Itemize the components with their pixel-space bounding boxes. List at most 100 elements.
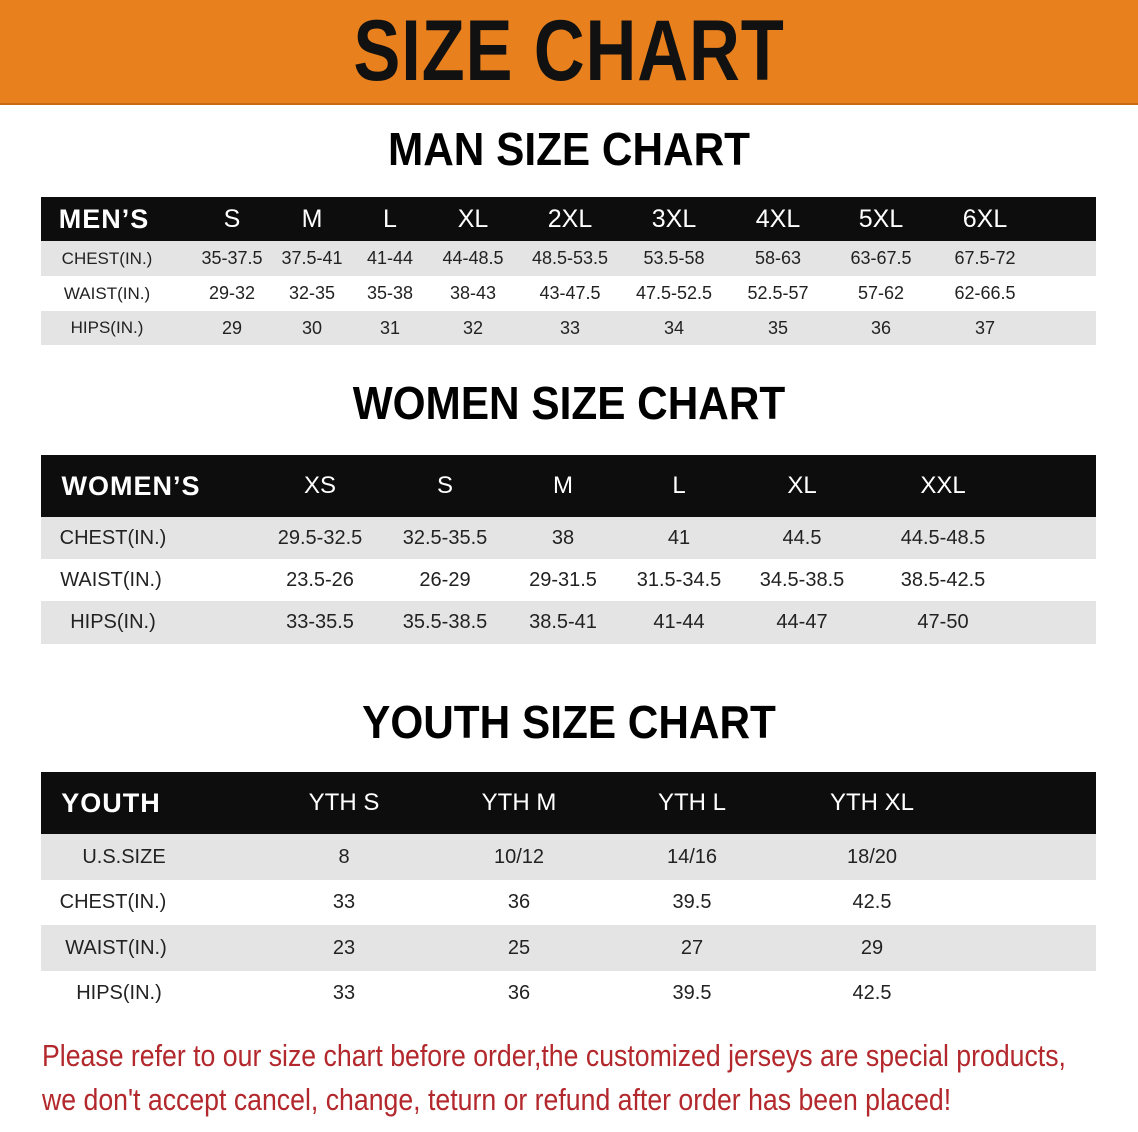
size-column-header: YTH M: [481, 789, 557, 816]
measurement-cell: 39.5: [672, 982, 712, 1004]
measurement-cell: 29-32: [208, 283, 256, 303]
row-label: U.S.SIZE: [82, 845, 166, 868]
size-column-header: S: [436, 472, 454, 499]
table-row: HIPS(IN.) 33-35.5 35.5-38.5 38.5-41 41-44 44-…: [41, 601, 1096, 644]
measurement-cell: 67.5-72: [954, 248, 1016, 268]
youth-size-table: YOUTH YTH S YTH M YTH L YTH XL U.S.SIZE 8 10/12…: [41, 772, 1096, 1016]
size-column-header: S: [223, 204, 241, 233]
measurement-cell: 38: [551, 526, 575, 549]
measurement-cell: 32-35: [288, 283, 336, 303]
row-label: WAIST(IN.): [65, 936, 167, 959]
size-column-header: 2XL: [547, 204, 593, 233]
measurement-cell: 38.5-42.5: [900, 568, 986, 591]
measurement-cell: 44.5: [782, 526, 822, 549]
measurement-cell: 44-47: [776, 611, 828, 633]
size-column-header: XL: [787, 472, 817, 499]
measurement-cell: 36: [507, 891, 531, 913]
size-column-header: L: [672, 472, 686, 499]
row-label: CHEST(IN.): [61, 248, 153, 268]
measurement-cell: 41: [667, 526, 691, 549]
measurement-cell: 18/20: [846, 845, 898, 868]
measurement-cell: 25: [507, 936, 531, 959]
row-label: WAIST(IN.): [63, 283, 151, 303]
size-column-header: 3XL: [651, 204, 697, 233]
men-header-label: MEN’S: [58, 203, 150, 234]
size-column-header: XS: [303, 472, 337, 499]
size-column-header: YTH XL: [829, 789, 915, 816]
measurement-cell: 14/16: [666, 845, 718, 868]
men-section-title: MAN SIZE CHART: [387, 123, 751, 175]
women-section-title: WOMEN SIZE CHART: [352, 377, 786, 429]
size-column-header: YTH L: [657, 789, 727, 816]
measurement-cell: 30: [301, 317, 323, 338]
table-row: CHEST(IN.) 29.5-32.5 32.5-35.5 38 41 44.5 44.5…: [41, 517, 1096, 559]
men-header-row: MEN’S S M L XL 2XL 3XL 4XL 5XL 6XL: [41, 197, 1096, 241]
row-label: CHEST(IN.): [59, 891, 167, 913]
measurement-cell: 41-44: [366, 248, 414, 268]
men-size-table: MEN’S S M L XL 2XL 3XL 4XL 5XL 6XL CHEST(IN.) 35-37…: [41, 197, 1096, 345]
size-column-header: M: [553, 472, 573, 499]
size-column-header: M: [301, 204, 323, 233]
measurement-cell: 47.5-52.5: [635, 283, 713, 303]
measurement-cell: 48.5-53.5: [531, 248, 609, 268]
size-column-header: L: [383, 204, 397, 233]
measurement-cell: 29.5-32.5: [277, 526, 363, 549]
women-header-label: WOMEN’S: [61, 470, 201, 501]
table-row: CHEST(IN.) 35-37.5 37.5-41 41-44 44-48.5 48.5…: [41, 241, 1096, 276]
size-column-header: 4XL: [755, 204, 801, 233]
measurement-cell: 31: [379, 317, 401, 338]
measurement-cell: 42.5: [852, 982, 892, 1004]
measurement-cell: 36: [870, 317, 892, 338]
youth-section-title: YOUTH SIZE CHART: [362, 696, 776, 748]
table-row: HIPS(IN.) 29 30 31 32 33 34 35 36 37: [41, 311, 1096, 345]
size-column-header: 6XL: [962, 204, 1008, 233]
measurement-cell: 23: [332, 936, 356, 959]
measurement-cell: 35: [767, 317, 789, 338]
measurement-cell: 37.5-41: [281, 248, 343, 268]
row-label: CHEST(IN.): [59, 526, 167, 549]
notice-line-1: Please refer to our size chart before or…: [42, 1038, 1066, 1073]
table-row: WAIST(IN.) 29-32 32-35 35-38 38-43 43-47.5 47.…: [41, 276, 1096, 311]
table-row: CHEST(IN.) 33 36 39.5 42.5: [41, 880, 1096, 925]
measurement-cell: 44-48.5: [442, 248, 504, 268]
measurement-cell: 26-29: [419, 568, 471, 591]
measurement-cell: 33-35.5: [286, 611, 354, 633]
measurement-cell: 34.5-38.5: [759, 568, 845, 591]
measurement-cell: 10/12: [493, 845, 545, 868]
youth-header-row: YOUTH YTH S YTH M YTH L YTH XL: [41, 772, 1096, 834]
row-label: HIPS(IN.): [70, 318, 144, 337]
size-column-header: XL: [457, 204, 489, 233]
measurement-cell: 32.5-35.5: [402, 526, 488, 549]
row-label: WAIST(IN.): [60, 568, 162, 591]
measurement-cell: 38.5-41: [529, 611, 597, 633]
size-column-header: YTH S: [308, 789, 380, 816]
measurement-cell: 35.5-38.5: [402, 611, 488, 633]
banner-title: SIZE CHART: [353, 3, 785, 99]
measurement-cell: 29-31.5: [529, 568, 597, 591]
measurement-cell: 33: [559, 317, 581, 338]
row-label: HIPS(IN.): [76, 982, 162, 1004]
size-column-header: XXL: [920, 472, 966, 499]
measurement-cell: 27: [680, 936, 704, 959]
measurement-cell: 35-38: [366, 283, 414, 303]
women-header-row: WOMEN’S XS S M L XL XXL: [41, 455, 1096, 517]
measurement-cell: 57-62: [857, 283, 905, 303]
size-column-header: 5XL: [858, 204, 904, 233]
measurement-cell: 8: [338, 845, 350, 868]
youth-header-label: YOUTH: [61, 787, 161, 818]
measurement-cell: 62-66.5: [954, 283, 1016, 303]
measurement-cell: 29: [221, 317, 243, 338]
measurement-cell: 33: [332, 982, 356, 1004]
table-row: WAIST(IN.) 23 25 27 29: [41, 925, 1096, 971]
measurement-cell: 43-47.5: [539, 283, 601, 303]
measurement-cell: 31.5-34.5: [636, 568, 722, 591]
measurement-cell: 52.5-57: [747, 283, 809, 303]
measurement-cell: 32: [462, 317, 484, 338]
banner: SIZE CHART: [0, 0, 1138, 105]
measurement-cell: 63-67.5: [850, 248, 912, 268]
measurement-cell: 34: [663, 317, 685, 338]
measurement-cell: 38-43: [449, 283, 497, 303]
measurement-cell: 36: [507, 982, 531, 1004]
measurement-cell: 29: [860, 936, 884, 959]
table-row: HIPS(IN.) 33 36 39.5 42.5: [41, 971, 1096, 1016]
